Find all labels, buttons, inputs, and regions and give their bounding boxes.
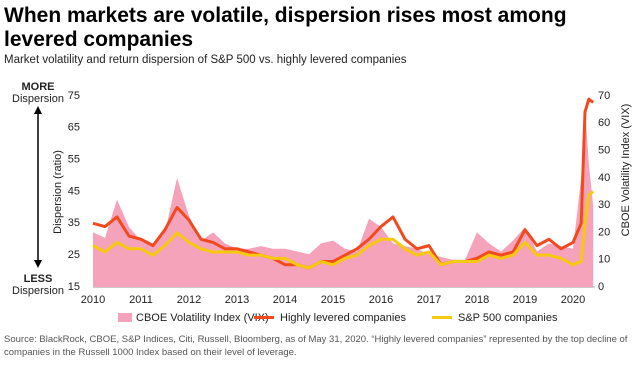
x-tick-label: 2019: [513, 294, 537, 306]
y2-tick-label: 20: [598, 226, 610, 238]
x-tick-label: 2017: [417, 294, 441, 306]
arrow-head: [34, 106, 42, 114]
y2-tick-label: 70: [598, 90, 610, 102]
series-line: [92, 190, 595, 270]
x-tick-label: 2018: [465, 294, 489, 306]
source-note: Source: BlackRock, CBOE, S&P Indices, Ci…: [4, 334, 628, 358]
arrow-head: [34, 260, 42, 268]
chart-subtitle: Market volatility and return dispersion …: [4, 54, 407, 66]
x-tick-label: 2013: [225, 294, 249, 306]
x-tick-label: 2020: [561, 294, 585, 306]
legend-label: Highly levered companies: [280, 312, 406, 324]
y-tick-label: 75: [68, 90, 80, 102]
y2-tick-label: 0: [598, 281, 604, 293]
x-tick-label: 2011: [129, 294, 153, 306]
legend-swatch: [254, 316, 274, 319]
x-tick-label: 2014: [273, 294, 297, 306]
x-tick-label: 2016: [369, 294, 393, 306]
x-tick-label: 2012: [177, 294, 201, 306]
y2-tick-label: 40: [598, 172, 610, 184]
y-tick-label: 15: [68, 281, 80, 293]
annotation: Dispersion: [12, 285, 64, 297]
legend-label: S&P 500 companies: [458, 312, 558, 324]
vix-area: [93, 106, 594, 288]
y-tick-label: 65: [68, 122, 80, 134]
annotation: MORE: [22, 81, 55, 93]
y-tick-label: 55: [68, 154, 80, 166]
x-tick-label: 2010: [81, 294, 105, 306]
series-line: [92, 97, 595, 270]
legend-label: CBOE Volatility Index (VIX): [136, 312, 269, 324]
y2-tick-label: 10: [598, 254, 610, 266]
y2-tick-label: 50: [598, 144, 610, 156]
y-tick-label: 35: [68, 217, 80, 229]
annotation: LESS: [24, 273, 53, 285]
y2-tick-label: 30: [598, 199, 610, 211]
y-axis-label: Dispersion (ratio): [52, 150, 64, 234]
annotation: Dispersion: [12, 93, 64, 105]
chart-title: When markets are volatile, dispersion ri…: [4, 4, 567, 51]
y-tick-label: 25: [68, 249, 80, 261]
x-tick-label: 2015: [321, 294, 345, 306]
y2-tick-label: 60: [598, 117, 610, 129]
y2-axis-label: CBOE Volatility Index (VIX): [620, 104, 632, 237]
legend-swatch: [118, 313, 132, 322]
y-tick-label: 45: [68, 185, 80, 197]
legend-swatch: [432, 316, 452, 319]
